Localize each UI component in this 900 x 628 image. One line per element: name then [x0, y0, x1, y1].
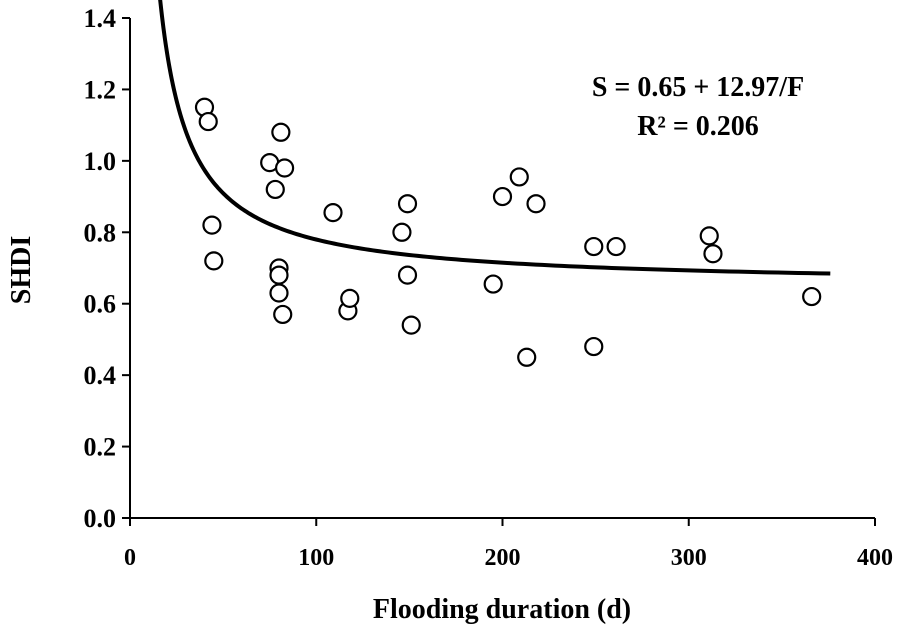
y-tick-label: 0.2: [84, 433, 117, 462]
y-tick-label: 0.4: [84, 361, 117, 390]
data-point: [492, 186, 513, 207]
data-point: [273, 304, 293, 325]
data-point: [274, 158, 295, 178]
data-point: [606, 236, 626, 257]
data-point: [271, 122, 291, 142]
x-tick-label: 400: [857, 545, 893, 571]
data-point: [483, 274, 503, 294]
data-point: [269, 265, 289, 285]
data-point: [509, 167, 529, 187]
data-point: [401, 315, 421, 335]
data-point: [392, 222, 412, 242]
data-point: [703, 244, 723, 264]
data-point: [397, 265, 418, 285]
data-point: [204, 251, 224, 271]
data-point: [198, 111, 218, 132]
data-points: [194, 97, 822, 367]
data-point: [699, 226, 719, 246]
data-point: [802, 286, 822, 307]
data-point: [323, 203, 343, 223]
y-tick-label: 1.2: [84, 75, 117, 104]
data-point: [584, 236, 604, 257]
y-axis-ticks: 0.0 0.2 0.4 0.6 0.8 1.0 1.2 1.4: [84, 4, 130, 533]
fit-equation: S = 0.65 + 12.97/F: [592, 72, 804, 103]
x-axis-title: Flooding duration (d): [373, 594, 631, 625]
data-point: [397, 194, 418, 214]
y-tick-label: 1.0: [84, 147, 117, 176]
x-tick-label: 300: [671, 545, 707, 571]
y-tick-label: 0.8: [84, 218, 117, 247]
data-point: [269, 283, 289, 303]
fit-curve-group: [158, 0, 831, 276]
data-point: [202, 215, 222, 235]
data-point: [265, 179, 285, 200]
data-point: [340, 288, 360, 308]
fit-curve: [158, 0, 831, 276]
x-axis-ticks: 0 100 200 300 400: [124, 518, 893, 571]
data-point: [584, 336, 604, 357]
data-point: [517, 347, 537, 367]
data-point: [526, 194, 546, 214]
y-tick-label: 0.6: [84, 290, 117, 319]
y-tick-label: 0.0: [84, 504, 117, 533]
x-tick-label: 100: [298, 545, 334, 571]
y-axis-title: SHDI: [6, 236, 37, 304]
x-tick-label: 200: [485, 545, 521, 571]
x-tick-label: 0: [124, 545, 136, 571]
fit-r-squared: R² = 0.206: [637, 111, 759, 142]
y-tick-label: 1.4: [84, 4, 117, 33]
